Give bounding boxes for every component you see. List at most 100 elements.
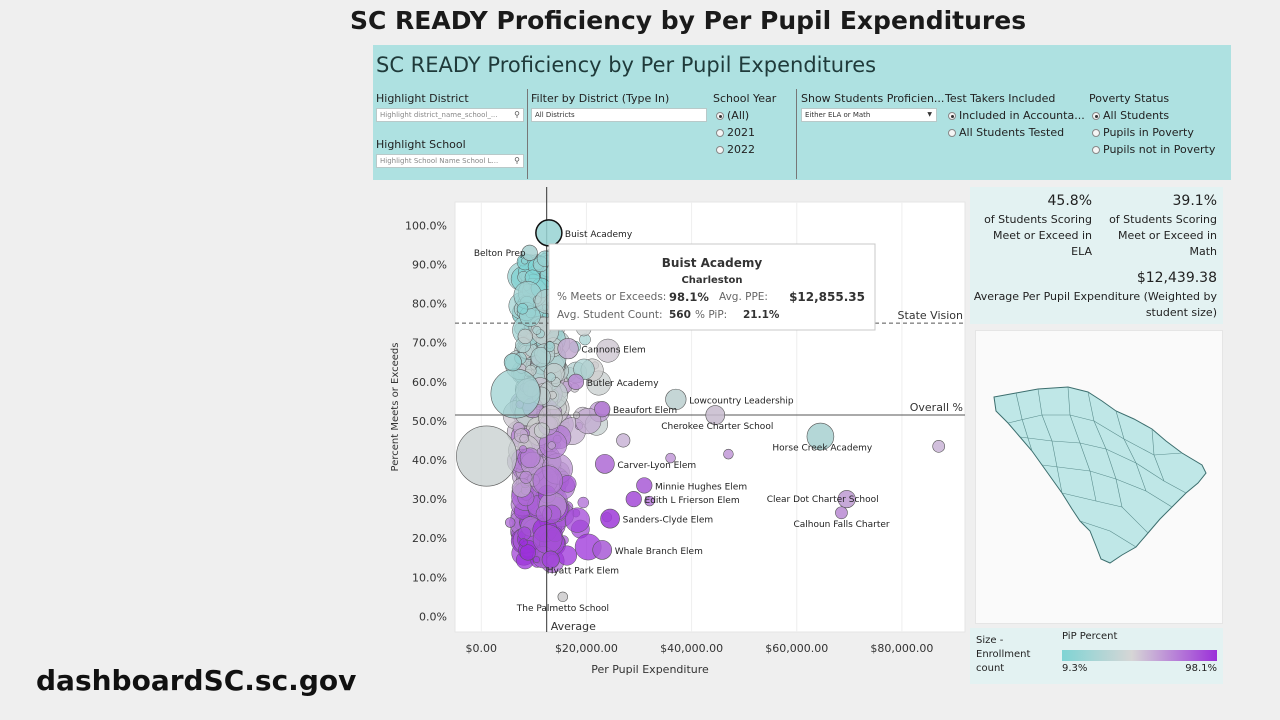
- slide-title: SC READY Proficiency by Per Pupil Expend…: [350, 6, 1027, 35]
- poverty-option-not-in-poverty[interactable]: Pupils not in Poverty: [1092, 143, 1215, 156]
- data-point: [517, 328, 533, 345]
- point-label: Cannons Elem: [581, 346, 645, 356]
- labeled-data-point: [557, 591, 569, 603]
- labeled-data-point: [567, 373, 585, 390]
- tooltip-box: [548, 243, 876, 331]
- state-vision-label: State Vision: [898, 309, 963, 322]
- scatter-chart: 0.0% 10.0% 20.0% 30.0% 40.0% 50.0% 60.0% 70.0% 8…: [373, 187, 968, 686]
- data-point: [546, 372, 556, 382]
- x-tick-label: $20,000.00: [555, 642, 618, 655]
- labeled-data-point: [636, 477, 653, 494]
- point-label: Edith L Frierson Elem: [645, 496, 740, 506]
- district-map[interactable]: [975, 330, 1223, 624]
- tooltip-count-label: Avg. Student Count:: [557, 309, 663, 321]
- footer-url: dashboardSC.sc.gov: [36, 664, 357, 697]
- school-year-option-all[interactable]: (All): [716, 109, 749, 122]
- data-point: [504, 517, 516, 528]
- tooltip-meets-label: % Meets or Exceeds:: [557, 291, 666, 303]
- ppe-kpi-label: Average Per Pupil Expenditure (Weighted …: [973, 290, 1217, 319]
- search-icon: ⚲: [514, 156, 520, 165]
- show-students-select[interactable]: Either ELA or Math ▼: [801, 108, 937, 122]
- y-tick-label: 10.0%: [412, 571, 447, 584]
- labeled-data-point: [837, 490, 856, 509]
- y-tick-label: 0.0%: [419, 610, 447, 623]
- state-shape: [993, 386, 1207, 564]
- y-tick-label: 100.0%: [405, 219, 447, 232]
- divider: [796, 89, 797, 179]
- tooltip-pip-label: % PiP:: [695, 309, 727, 321]
- data-point: [533, 556, 541, 564]
- point-label: Cherokee Charter School: [661, 422, 773, 432]
- point-label: Beaufort Elem: [613, 406, 677, 416]
- data-point: [530, 347, 551, 368]
- data-point: [519, 538, 528, 547]
- filter-district-input[interactable]: All Districts: [531, 108, 707, 122]
- school-year-option-2021[interactable]: 2021: [716, 126, 755, 139]
- point-label: The Palmetto School: [516, 604, 609, 614]
- tooltip-school: Buist Academy: [662, 256, 763, 270]
- poverty-option-all[interactable]: All Students: [1092, 109, 1169, 122]
- data-point: [532, 325, 542, 335]
- chevron-down-icon: ▼: [927, 111, 932, 118]
- x-tick-label: $40,000.00: [660, 642, 723, 655]
- labeled-data-point: [595, 454, 615, 474]
- y-tick-label: 50.0%: [412, 415, 447, 428]
- point-label: Calhoun Falls Charter: [793, 520, 889, 530]
- data-point: [577, 496, 590, 509]
- data-point: [519, 447, 541, 469]
- y-tick-label: 60.0%: [412, 376, 447, 389]
- data-point: [535, 505, 553, 522]
- point-label: Lowcountry Leadership: [689, 396, 794, 406]
- tooltip-ppe-value: $12,855.35: [789, 290, 865, 304]
- search-icon: ⚲: [514, 110, 520, 119]
- tooltip-meets-value: 98.1%: [669, 290, 709, 304]
- highlight-district-input[interactable]: Highlight district_name_school_... ⚲: [376, 108, 524, 122]
- x-axis-title: Per Pupil Expenditure: [591, 663, 709, 676]
- data-point: [456, 425, 517, 487]
- color-legend-title: PiP Percent: [1062, 631, 1118, 642]
- labeled-data-point: [625, 491, 642, 508]
- data-point: [503, 353, 522, 372]
- labeled-data-point: [665, 388, 687, 410]
- y-axis-title: Percent Meets or Exceeds: [390, 343, 401, 472]
- data-point: [533, 422, 550, 439]
- point-label: Whale Branch Elem: [615, 547, 703, 557]
- x-tick-label: $0.00: [466, 642, 498, 655]
- y-tick-label: 70.0%: [412, 337, 447, 350]
- data-point: [519, 470, 533, 484]
- data-point: [616, 433, 631, 448]
- highlight-school-label: Highlight School: [376, 138, 466, 151]
- data-point: [519, 433, 529, 444]
- test-takers-option-accountability[interactable]: Included in Accounta...: [948, 109, 1085, 122]
- radio-selected-icon: [716, 112, 724, 120]
- data-point: [544, 341, 556, 353]
- tooltip-count-value: 560: [669, 309, 691, 321]
- color-legend-max: 98.1%: [1185, 663, 1217, 674]
- labeled-data-point: [592, 540, 613, 560]
- radio-icon: [948, 129, 956, 137]
- test-takers-option-all-tested[interactable]: All Students Tested: [948, 126, 1064, 139]
- labeled-data-point: [806, 422, 835, 451]
- labeled-data-point: [521, 244, 538, 261]
- divider: [527, 89, 528, 179]
- ela-kpi-value: 45.8%: [1047, 193, 1092, 209]
- labeled-data-point: [535, 219, 563, 247]
- poverty-option-in-poverty[interactable]: Pupils in Poverty: [1092, 126, 1194, 139]
- y-tick-label: 20.0%: [412, 532, 447, 545]
- labeled-data-point: [557, 338, 579, 360]
- labeled-data-point: [541, 550, 560, 569]
- test-takers-label: Test Takers Included: [945, 92, 1056, 105]
- scatter-plot: 0.0% 10.0% 20.0% 30.0% 40.0% 50.0% 60.0% 70.0% 8…: [390, 187, 966, 676]
- school-year-option-2022[interactable]: 2022: [716, 143, 755, 156]
- data-point: [519, 544, 536, 561]
- labeled-data-point: [705, 405, 726, 425]
- highlight-school-input[interactable]: Highlight School Name School L... ⚲: [376, 154, 524, 168]
- poverty-status-label: Poverty Status: [1089, 92, 1170, 105]
- data-point: [596, 338, 620, 363]
- data-point: [644, 495, 655, 507]
- math-kpi-label: of Students Scoring Meet or Exceed in Math: [1109, 213, 1217, 258]
- average-reference-label: Average: [551, 620, 596, 633]
- south-carolina-map[interactable]: [976, 331, 1222, 623]
- size-legend-label: Size - Enrollment count: [976, 635, 1031, 674]
- labeled-data-point: [835, 506, 848, 520]
